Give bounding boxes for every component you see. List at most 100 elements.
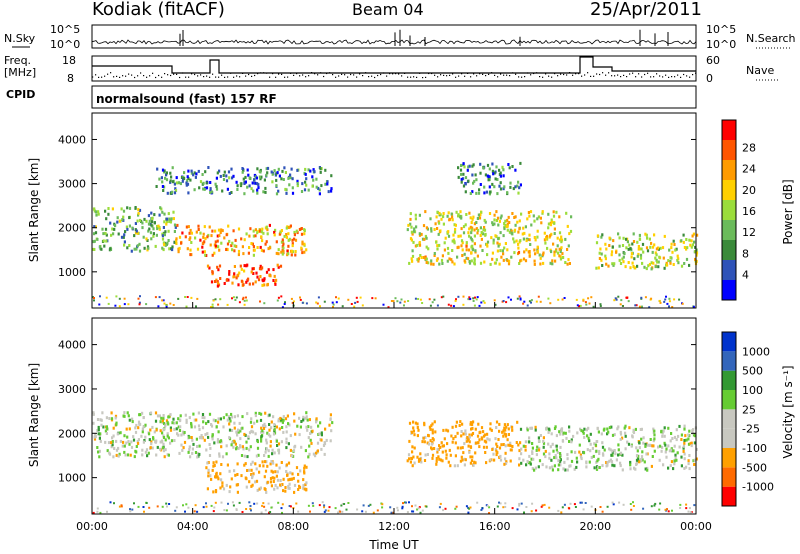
data-cell bbox=[138, 249, 142, 253]
data-cell bbox=[294, 432, 297, 436]
data-cell bbox=[268, 428, 271, 432]
data-cell bbox=[234, 442, 237, 446]
data-cell bbox=[528, 454, 531, 458]
data-cell bbox=[300, 190, 304, 193]
data-cell bbox=[188, 448, 191, 451]
scatter-cell bbox=[129, 510, 132, 513]
scatter-cell bbox=[431, 301, 434, 304]
data-cell bbox=[202, 235, 205, 239]
data-cell bbox=[641, 242, 645, 246]
data-cell bbox=[213, 251, 216, 255]
data-cell bbox=[269, 440, 272, 444]
scatter-cell bbox=[499, 502, 502, 505]
scatter-cell bbox=[345, 508, 348, 511]
data-cell bbox=[433, 228, 436, 231]
data-cell bbox=[478, 188, 481, 192]
data-cell bbox=[536, 245, 539, 249]
data-cell bbox=[484, 451, 487, 454]
nave-dot bbox=[371, 75, 373, 77]
scatter-cell bbox=[433, 298, 436, 301]
noise-left-tick-top: 10^5 bbox=[50, 23, 80, 36]
data-cell bbox=[150, 223, 153, 227]
data-cell bbox=[130, 445, 134, 449]
data-cell bbox=[171, 245, 174, 249]
data-cell bbox=[119, 439, 122, 443]
data-cell bbox=[160, 416, 163, 420]
data-cell bbox=[470, 459, 474, 463]
data-cell bbox=[551, 262, 554, 266]
data-cell bbox=[635, 446, 638, 450]
data-cell bbox=[110, 411, 113, 415]
data-cell bbox=[107, 207, 110, 210]
scatter-cell bbox=[205, 502, 207, 505]
scatter-cell bbox=[454, 299, 457, 302]
data-cell bbox=[519, 239, 522, 243]
data-cell bbox=[444, 236, 447, 240]
data-cell bbox=[273, 476, 276, 480]
data-cell bbox=[635, 454, 639, 458]
data-cell bbox=[531, 442, 534, 445]
data-cell bbox=[558, 430, 561, 434]
data-cell bbox=[680, 455, 683, 459]
data-cell bbox=[674, 453, 677, 457]
scatter-cell bbox=[502, 506, 505, 509]
data-cell bbox=[231, 241, 234, 245]
data-cell bbox=[97, 212, 100, 216]
data-cell bbox=[293, 230, 296, 234]
data-cell bbox=[326, 182, 329, 186]
colorbar-segment bbox=[722, 409, 736, 429]
data-cell bbox=[288, 423, 291, 427]
data-cell bbox=[495, 449, 498, 453]
data-cell bbox=[660, 429, 663, 433]
scatter-cell bbox=[582, 298, 585, 301]
data-cell bbox=[545, 465, 548, 469]
data-cell bbox=[542, 445, 545, 449]
data-cell bbox=[419, 458, 422, 462]
data-cell bbox=[448, 217, 452, 221]
data-cell bbox=[431, 437, 434, 441]
data-cell bbox=[255, 271, 258, 275]
data-cell bbox=[471, 164, 474, 168]
data-cell bbox=[302, 478, 305, 482]
data-cell bbox=[613, 433, 616, 437]
data-cell bbox=[199, 238, 202, 242]
data-cell bbox=[248, 184, 251, 188]
scatter-cell bbox=[399, 301, 402, 304]
data-cell bbox=[122, 215, 125, 219]
data-cell bbox=[589, 442, 592, 446]
data-cell bbox=[656, 260, 659, 264]
data-cell bbox=[533, 262, 536, 266]
data-cell bbox=[137, 426, 140, 430]
scatter-cell bbox=[142, 506, 145, 508]
data-cell bbox=[630, 444, 633, 448]
data-cell bbox=[568, 464, 571, 468]
data-cell bbox=[431, 422, 434, 426]
data-cell bbox=[692, 232, 695, 236]
data-cell bbox=[538, 253, 541, 257]
data-cell bbox=[431, 453, 435, 457]
data-cell bbox=[94, 231, 98, 235]
data-cell bbox=[582, 431, 585, 435]
data-cell bbox=[418, 213, 421, 217]
data-cell bbox=[104, 429, 107, 433]
scatter-cell bbox=[212, 510, 215, 513]
data-cell bbox=[657, 265, 660, 269]
data-cell bbox=[217, 477, 220, 481]
data-cell bbox=[307, 425, 310, 429]
data-cell bbox=[516, 420, 519, 424]
scatter-cell bbox=[615, 298, 618, 301]
data-cell bbox=[265, 438, 268, 442]
data-cell bbox=[547, 430, 550, 434]
data-cell bbox=[320, 184, 323, 188]
scatter-cell bbox=[299, 296, 301, 299]
colorbar-tick-label: 25 bbox=[742, 403, 756, 416]
data-cell bbox=[163, 233, 166, 237]
scatter-cell bbox=[407, 300, 410, 302]
scatter-cell bbox=[372, 511, 375, 514]
data-cell bbox=[460, 163, 463, 167]
data-cell bbox=[237, 273, 240, 277]
data-cell bbox=[570, 438, 573, 442]
data-cell bbox=[289, 176, 292, 180]
data-cell bbox=[289, 471, 292, 475]
data-cell bbox=[303, 471, 306, 475]
